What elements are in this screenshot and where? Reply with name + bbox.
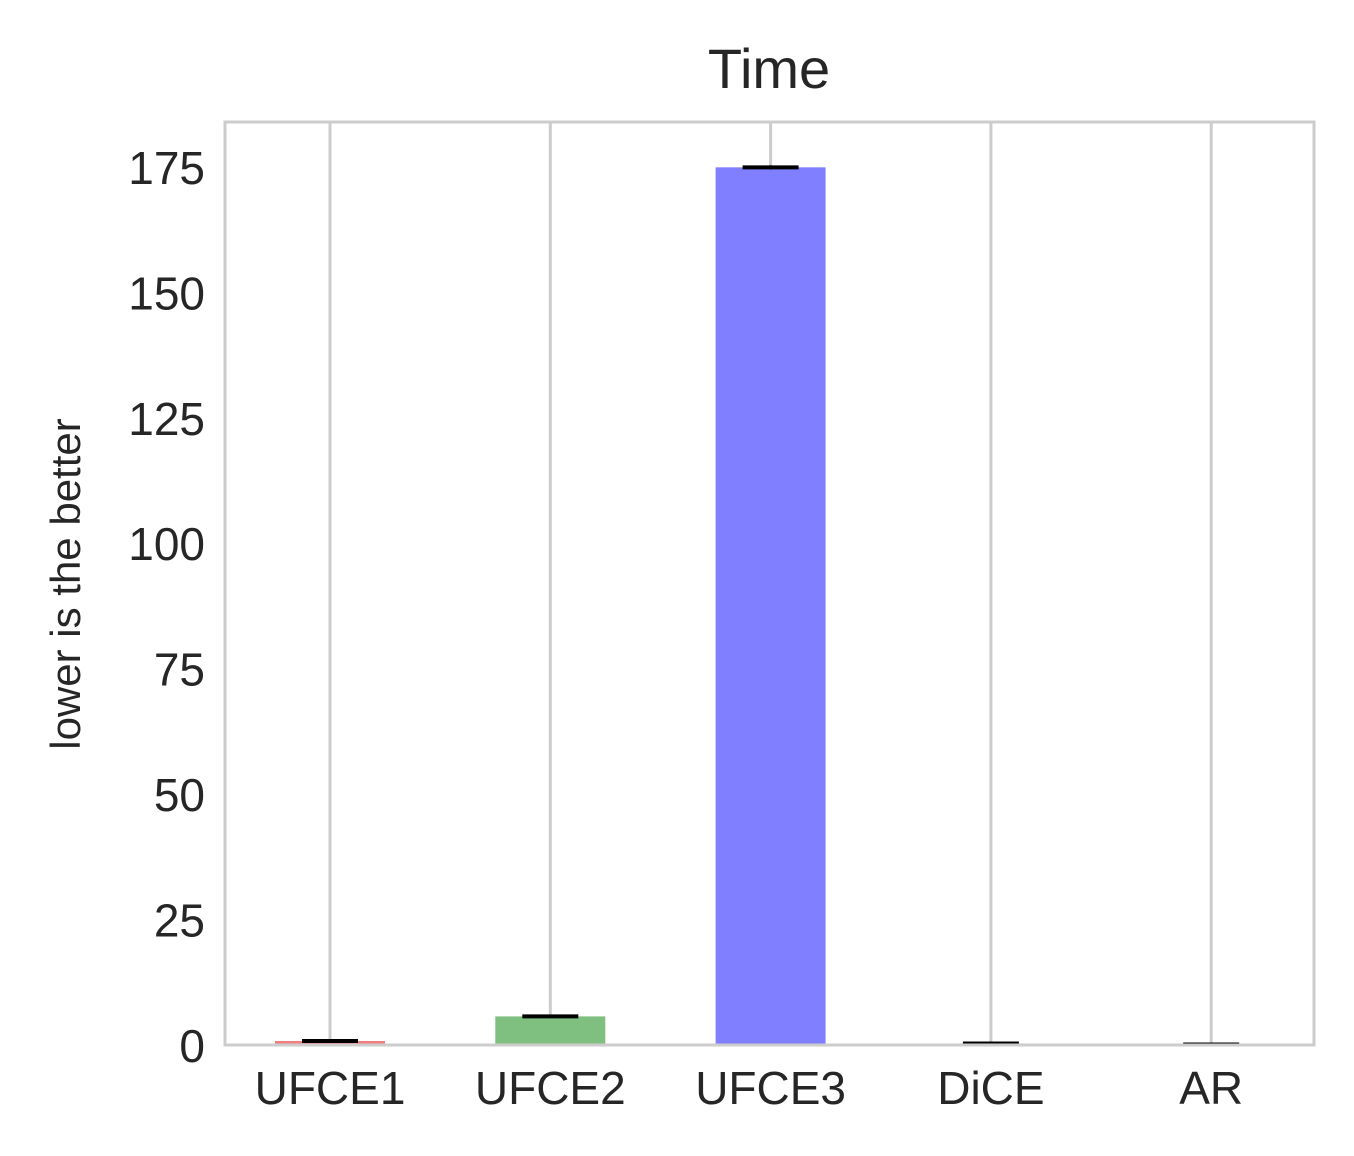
y-tick-label: 125 <box>128 393 205 445</box>
y-tick-label: 25 <box>154 895 205 947</box>
y-axis-label: lower is the better <box>42 418 89 750</box>
x-tick-label: AR <box>1179 1062 1243 1114</box>
x-tick-labels: UFCE1 UFCE2 UFCE3 DiCE AR <box>255 1062 1244 1114</box>
bar-ufce1 <box>275 1040 385 1045</box>
bar-ufce3 <box>715 167 826 1045</box>
x-tick-label: UFCE2 <box>475 1062 626 1114</box>
plot-frame <box>223 120 1316 1047</box>
y-tick-labels: 0 25 50 75 100 125 150 175 <box>128 142 205 1072</box>
y-tick-label: 150 <box>128 267 205 319</box>
y-tick-label: 0 <box>179 1020 205 1072</box>
x-tick-label: UFCE1 <box>255 1062 406 1114</box>
y-tick-label: 100 <box>128 518 205 570</box>
bars <box>275 167 1267 1045</box>
x-tick-label: DiCE <box>937 1062 1044 1114</box>
y-tick-label: 75 <box>154 644 205 696</box>
chart-title: Time <box>708 37 830 100</box>
bar-ufce2 <box>495 1016 606 1045</box>
y-tick-label: 50 <box>154 769 205 821</box>
x-tick-label: UFCE3 <box>695 1062 846 1114</box>
y-tick-label: 175 <box>128 142 205 194</box>
